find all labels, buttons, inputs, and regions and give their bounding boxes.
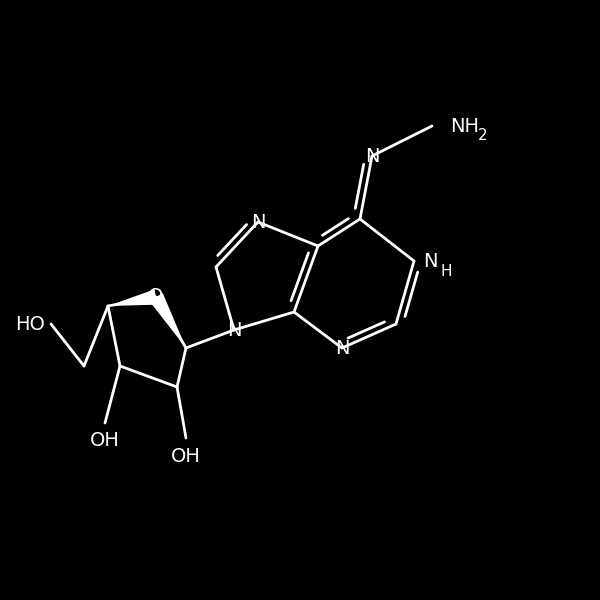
Text: 2: 2 xyxy=(478,127,488,142)
Text: HO: HO xyxy=(15,314,45,334)
Text: N: N xyxy=(335,338,349,358)
Text: OH: OH xyxy=(171,446,201,466)
Text: N: N xyxy=(227,320,241,340)
Text: N: N xyxy=(424,251,438,271)
Text: H: H xyxy=(440,265,452,280)
Text: O: O xyxy=(148,287,164,307)
Text: NH: NH xyxy=(450,116,479,136)
Text: OH: OH xyxy=(90,431,120,451)
Text: N: N xyxy=(251,212,265,232)
Polygon shape xyxy=(108,289,157,306)
Polygon shape xyxy=(149,293,186,348)
Text: N: N xyxy=(365,146,379,166)
